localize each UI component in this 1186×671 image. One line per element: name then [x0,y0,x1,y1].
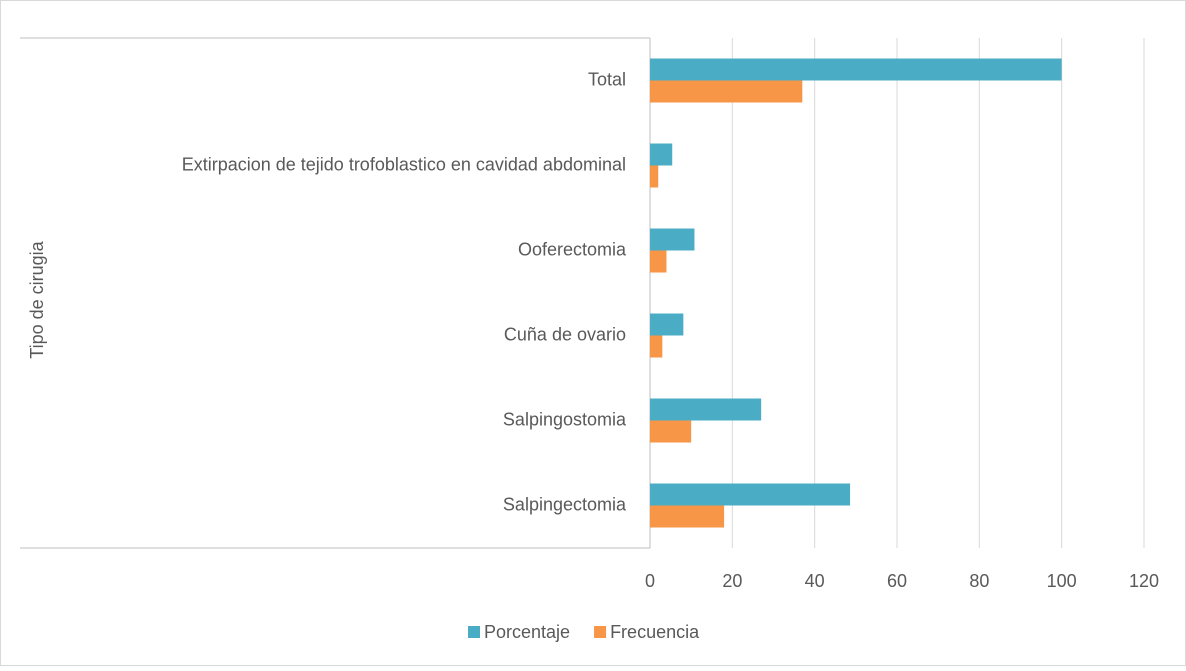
x-tick-label: 120 [1129,571,1159,591]
y-tick-label: Extirpacion de tejido trofoblastico en c… [182,154,626,174]
x-tick-label: 80 [969,571,989,591]
bar [650,228,695,251]
legend-label: Frecuencia [610,622,700,642]
bar [650,483,851,506]
bar [650,335,663,358]
bar [650,313,684,336]
bar [650,420,692,443]
y-tick-label: Ooferectomia [518,239,627,259]
y-tick-label: Total [588,69,626,89]
y-tick-label: Cuña de ovario [504,324,626,344]
bar [650,80,803,103]
x-tick-label: 40 [805,571,825,591]
y-axis-title: Tipo de cirugia [27,240,47,358]
x-tick-label: 20 [722,571,742,591]
bar [650,398,762,421]
x-tick-label: 0 [645,571,655,591]
legend-swatch [468,626,480,638]
x-tick-label: 60 [887,571,907,591]
x-tick-label: 100 [1047,571,1077,591]
bar [650,143,673,166]
legend-swatch [594,626,607,638]
y-tick-label: Salpingectomia [503,494,627,514]
bar [650,58,1062,81]
bar [650,250,667,273]
bar [650,165,659,188]
bar [650,505,725,528]
y-tick-label: Salpingostomia [503,409,627,429]
legend-label: Porcentaje [484,622,570,642]
